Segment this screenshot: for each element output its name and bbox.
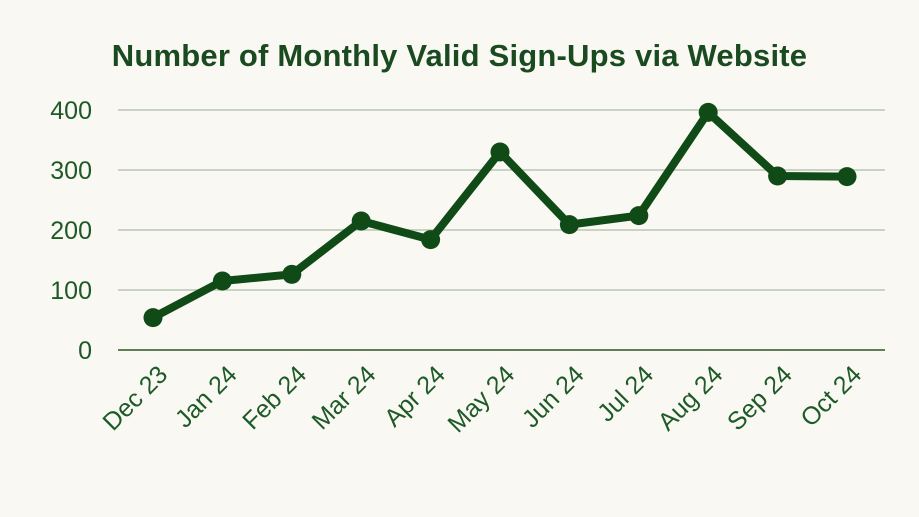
x-tick-label: Jul 24	[592, 360, 659, 427]
data-point	[490, 142, 510, 162]
x-tick-label: Jun 24	[517, 360, 590, 433]
x-tick-label: May 24	[442, 360, 520, 438]
data-point	[698, 102, 718, 122]
data-point	[768, 166, 788, 186]
data-point	[212, 271, 232, 291]
y-tick-label: 100	[50, 277, 92, 305]
x-tick-label: Mar 24	[307, 360, 382, 435]
x-tick-label: Apr 24	[379, 360, 451, 432]
data-point	[143, 308, 163, 328]
y-tick-label: 400	[50, 97, 92, 125]
data-point	[837, 167, 857, 187]
y-tick-label: 300	[50, 157, 92, 185]
x-tick-label: Dec 23	[97, 360, 173, 436]
x-tick-label: Jan 24	[170, 360, 243, 433]
data-point	[559, 215, 579, 235]
x-tick-label: Oct 24	[795, 360, 867, 432]
y-tick-label: 200	[50, 217, 92, 245]
chart-title: Number of Monthly Valid Sign-Ups via Web…	[111, 38, 808, 73]
x-tick-label: Aug 24	[653, 360, 729, 436]
data-point	[421, 230, 441, 250]
data-point	[351, 211, 371, 231]
data-point	[282, 264, 302, 284]
data-point	[629, 206, 649, 226]
y-tick-label: 0	[78, 337, 92, 365]
x-tick-label: Feb 24	[237, 360, 312, 435]
x-tick-label: Sep 24	[722, 360, 798, 436]
